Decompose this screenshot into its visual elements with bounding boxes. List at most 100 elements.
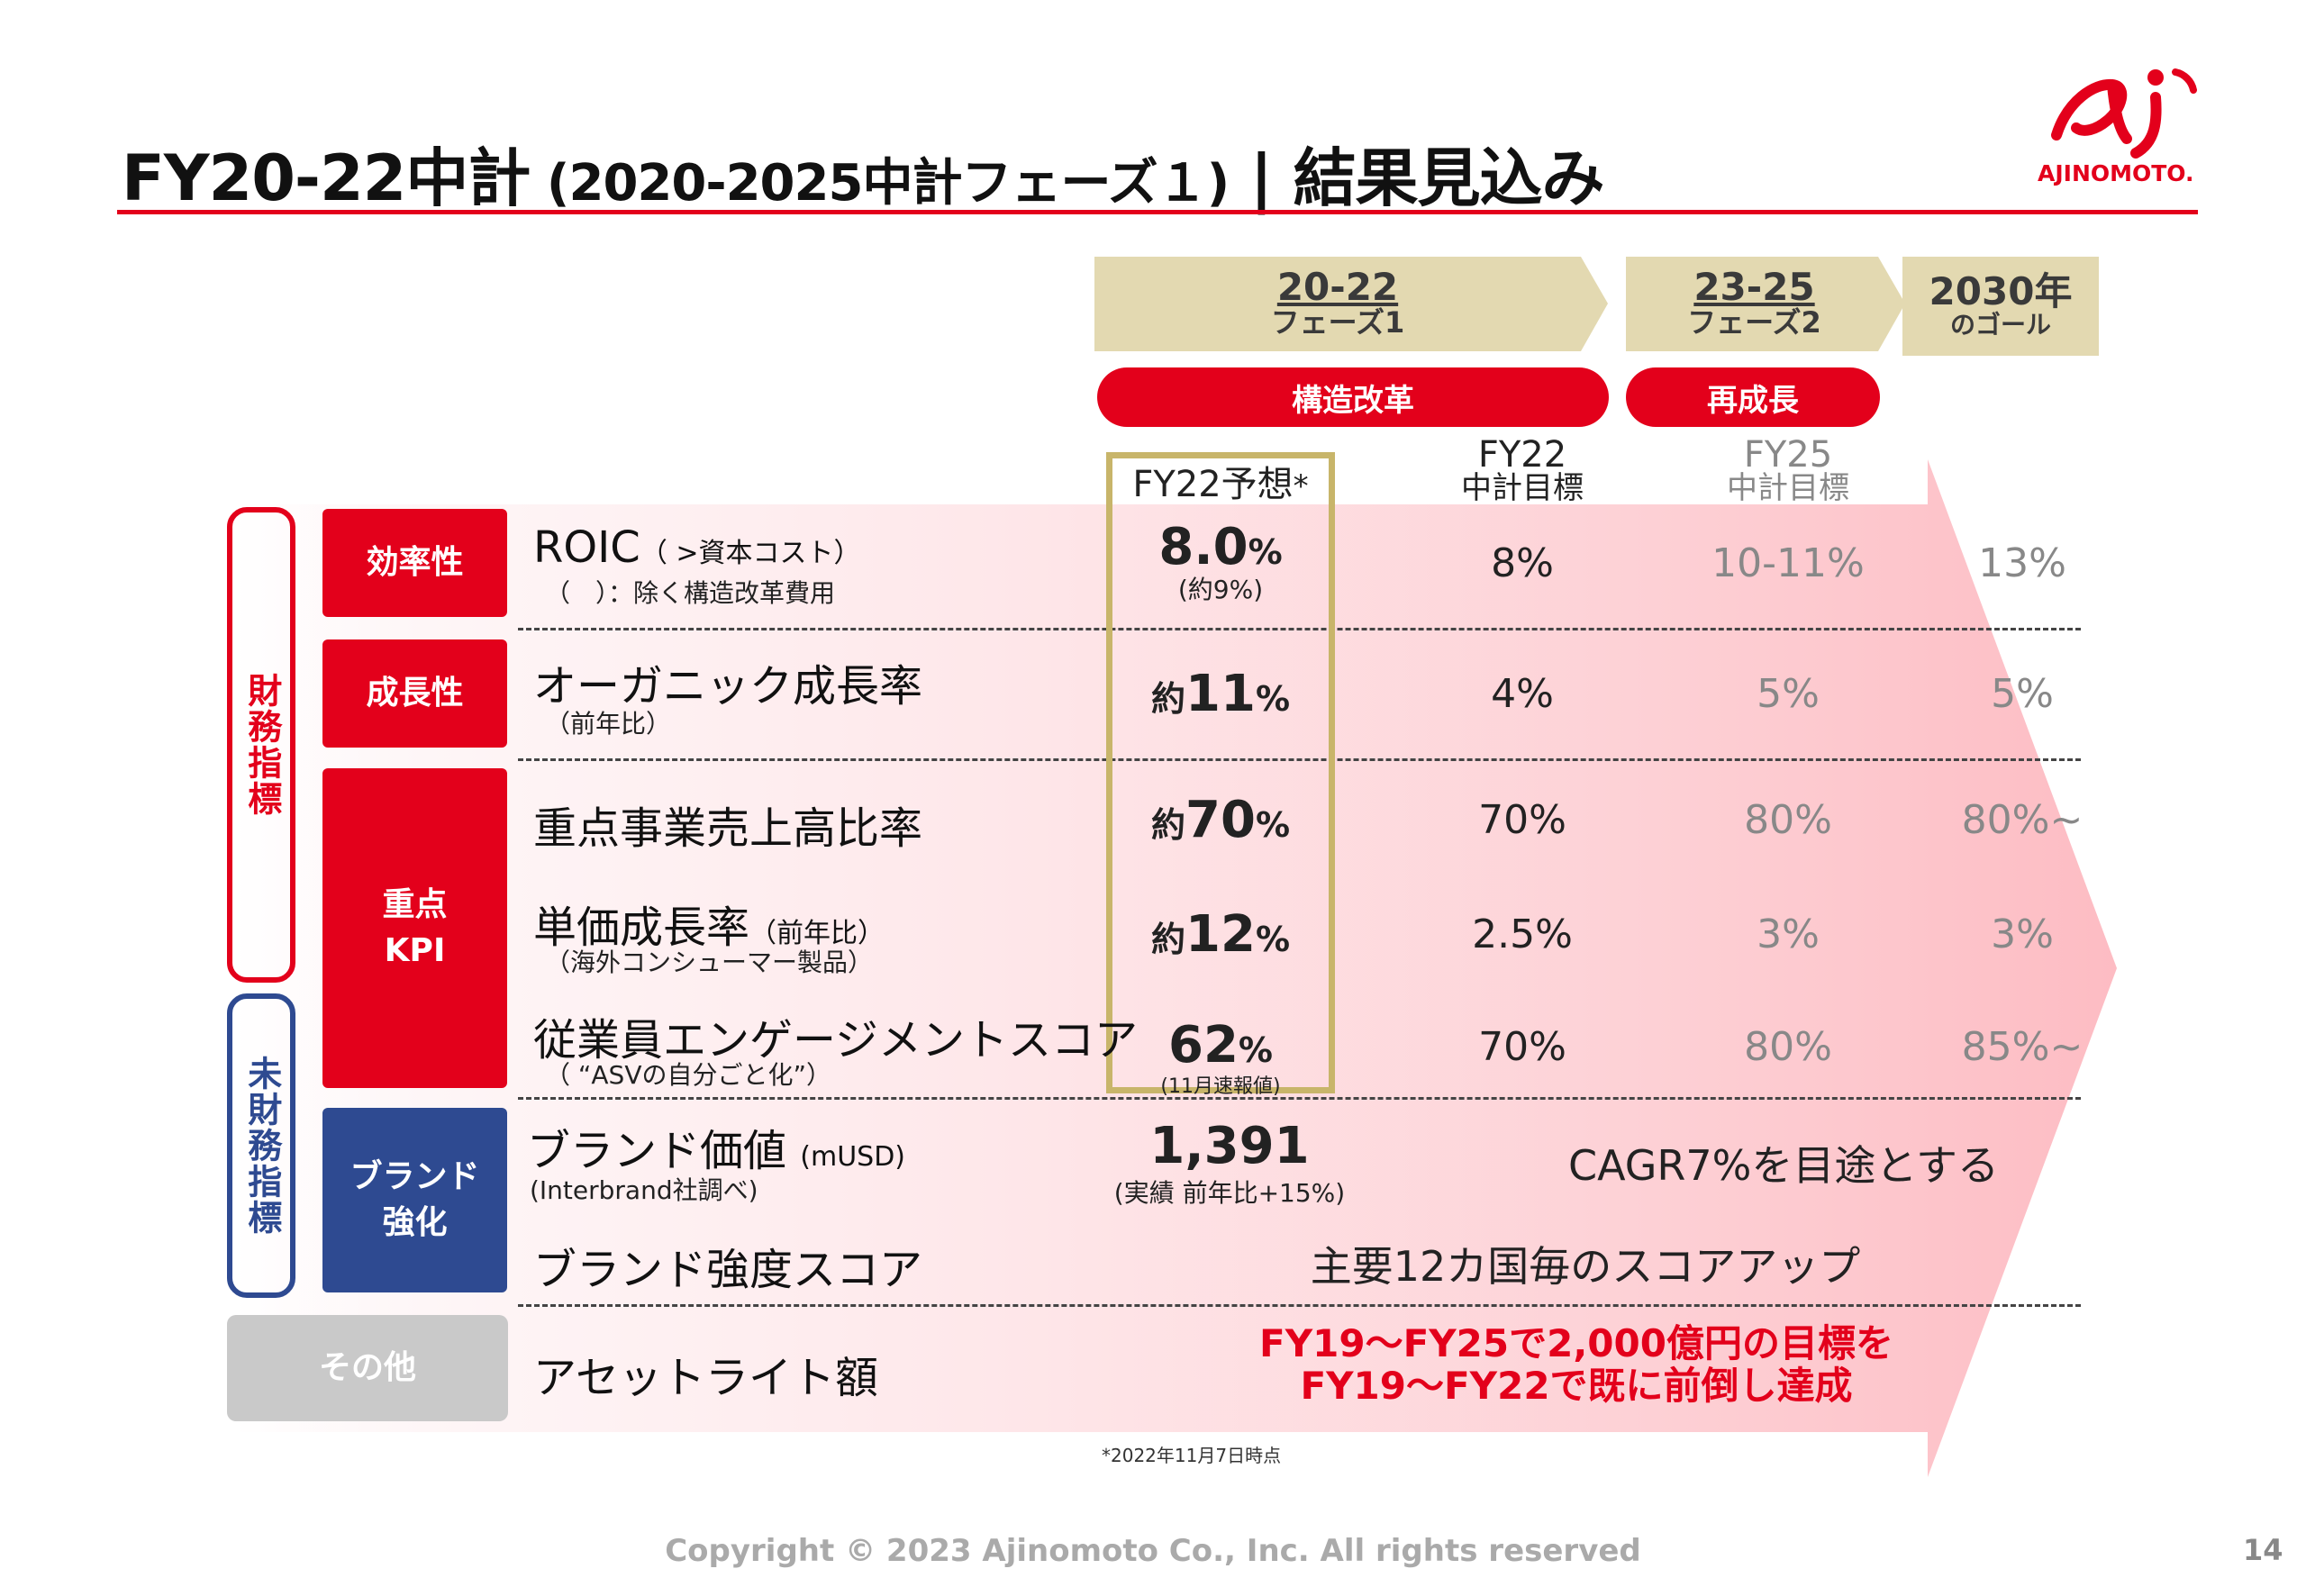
engagement-fy25-target: 80% [1744,1024,1832,1070]
asset-light-result: FY19～FY25で2,000億円の目標を FY19～FY22で既に前倒し達成 [1126,1322,2027,1407]
unit-price-growth-fy22-forecast: 約12% [1110,905,1331,964]
col-fy22-forecast-mark: * [1293,468,1309,504]
unit-price-growth-2030-goal: 3% [1991,911,2054,957]
organic-growth-fy22-forecast: 約11% [1110,665,1331,723]
pill-regrowth: 再成長 [1626,367,1880,427]
metric-organic-growth: オーガニック成長率 [533,661,923,712]
row-divider [518,1304,2081,1307]
roic-fy25-target: 10-11% [1711,540,1865,586]
category-key-kpi: 重点 KPI [322,768,507,1088]
title-main: FY20-22中計 [122,141,531,215]
key-business-ratio-fy22-forecast-value: 70 [1185,791,1256,849]
col-fy22-target-year: FY22 [1477,434,1567,476]
phase-1-name: フェーズ1 [1270,305,1405,340]
percent-sign: % [1255,920,1291,959]
metric-brand-value-unit: (mUSD) [800,1141,906,1173]
phase-1-header: 20-22 フェーズ1 [1094,258,1581,349]
metric-unit-price-growth-paren: （前年比） [749,918,885,949]
row-divider [518,758,2081,761]
organic-growth-fy22-target: 4% [1491,671,1554,717]
percent-sign: % [1238,1030,1273,1070]
phase-2-header: 23-25 フェーズ2 [1626,258,1883,349]
engagement-fy22-forecast-sub: (11月速報値) [1160,1075,1281,1098]
metric-roic-note: （ ）：除く構造改革費用 [545,578,836,608]
metric-employee-engagement: 従業員エンゲージメントスコア [533,1015,1139,1066]
goal-2030-header: 2030年 のゴール [1902,258,2099,353]
category-efficiency: 効率性 [322,509,507,617]
col-fy22-target: FY22 中計目標 [1405,437,1639,503]
goal-year: 2030年 [1929,269,2073,314]
metric-unit-price-growth: 単価成長率（前年比） [533,892,885,955]
engagement-fy22-target: 70% [1478,1024,1566,1070]
roic-fy22-forecast-value: 8.0 [1158,518,1248,576]
brand-value-fy22-sub: (実績 前年比+15%) [1113,1178,1346,1208]
metric-unit-price-growth-label: 単価成長率 [533,902,750,953]
roic-fy22-forecast-sub: (約9%) [1177,575,1264,604]
metric-employee-engagement-note: （ “ASVの自分ごと化”） [545,1060,831,1090]
title-underline [117,210,2198,214]
engagement-fy22-forecast-value: 62 [1167,1016,1239,1075]
percent-sign: % [1248,532,1283,572]
page-number: 14 [2243,1533,2283,1567]
key-business-ratio-fy25-target: 80% [1744,797,1832,843]
metric-unit-price-growth-note: （海外コンシューマー製品） [545,948,874,977]
roic-2030-goal: 13% [1978,540,2066,586]
phase-2-name: フェーズ2 [1687,305,1821,340]
percent-sign: % [1255,805,1291,845]
brand-value-target: CAGR7%を目途とする [1568,1141,1999,1190]
approx-prefix: 約 [1150,805,1185,845]
engagement-2030-goal: 85%~ [1961,1024,2084,1070]
roic-fy22-forecast: 8.0% [1110,518,1331,576]
key-business-ratio-fy22-target: 70% [1478,797,1566,843]
organic-growth-fy22-forecast-value: 11 [1185,665,1256,723]
category-brand-line1: ブランド [350,1158,480,1196]
category-other: その他 [227,1315,508,1421]
col-fy22-forecast: FY22予想* [1110,467,1331,503]
engagement-fy22-forecast: 62% [1110,1016,1331,1075]
asset-light-result-line1: FY19～FY25で2,000億円の目標を [1259,1321,1893,1365]
group-nonfinancial-indicators: 未財務指標 [227,993,295,1298]
category-brand-strengthening: ブランド 強化 [322,1108,507,1292]
key-business-ratio-fy22-forecast: 約70% [1110,791,1331,849]
col-fy25-target: FY25 中計目標 [1671,437,1905,503]
category-brand-line2: 強化 [382,1203,448,1241]
metric-brand-strength: ブランド強度スコア [533,1245,923,1295]
organic-growth-fy25-target: 5% [1757,671,1820,717]
category-key-kpi-line1: 重点 [382,886,448,924]
unit-price-growth-fy22-forecast-value: 12 [1185,905,1256,964]
metric-key-business-ratio: 重点事業売上高比率 [533,803,923,854]
category-key-kpi-line2: KPI [384,931,446,969]
phase-chevrons [1094,257,2099,356]
metric-brand-value-note: (Interbrand社調べ) [530,1175,758,1205]
goal-label: のゴール [1949,310,2051,340]
metric-brand-value: ブランド価値 (mUSD) [527,1115,905,1178]
unit-price-growth-fy25-target: 3% [1757,911,1820,957]
ajinomoto-logo-icon [2051,68,2197,159]
col-fy22-forecast-label: FY22予想 [1132,464,1294,505]
asset-light-result-line2: FY19～FY22で既に前倒し達成 [1300,1364,1853,1409]
title-tail: 結果見込み [1293,141,1605,215]
unit-price-growth-fy22-target: 2.5% [1472,911,1573,957]
metric-brand-value-label: ブランド価値 [527,1126,787,1176]
fy22-forecast-highlight [1106,452,1335,1093]
approx-prefix: 約 [1150,920,1185,959]
metric-asset-light: アセットライト額 [533,1353,879,1403]
page-title: FY20-22中計 (2020-2025中計フェーズ１) | 結果見込み [122,128,1605,219]
organic-growth-2030-goal: 5% [1991,671,2054,717]
metric-roic-label: ROIC [533,522,640,573]
col-fy25-target-label: 中計目標 [1727,470,1849,506]
phase-1-years: 20-22 [1276,265,1399,310]
approx-prefix: 約 [1150,679,1185,719]
row-divider [518,1097,2081,1100]
logo-wordmark: AJINOMOTO. [2038,160,2194,186]
group-financial-indicators: 財務指標 [227,507,295,983]
phase-2-years: 23-25 [1693,265,1815,310]
row-divider [518,628,2081,630]
col-fy25-target-year: FY25 [1743,434,1833,476]
copyright: Copyright © 2023 Ajinomoto Co., Inc. All… [665,1533,1641,1569]
metric-roic: ROIC（ >資本コスト） [533,522,861,573]
roic-fy22-target: 8% [1491,540,1554,586]
percent-sign: % [1255,679,1291,719]
brand-value-fy22: 1,391 [1149,1117,1310,1175]
